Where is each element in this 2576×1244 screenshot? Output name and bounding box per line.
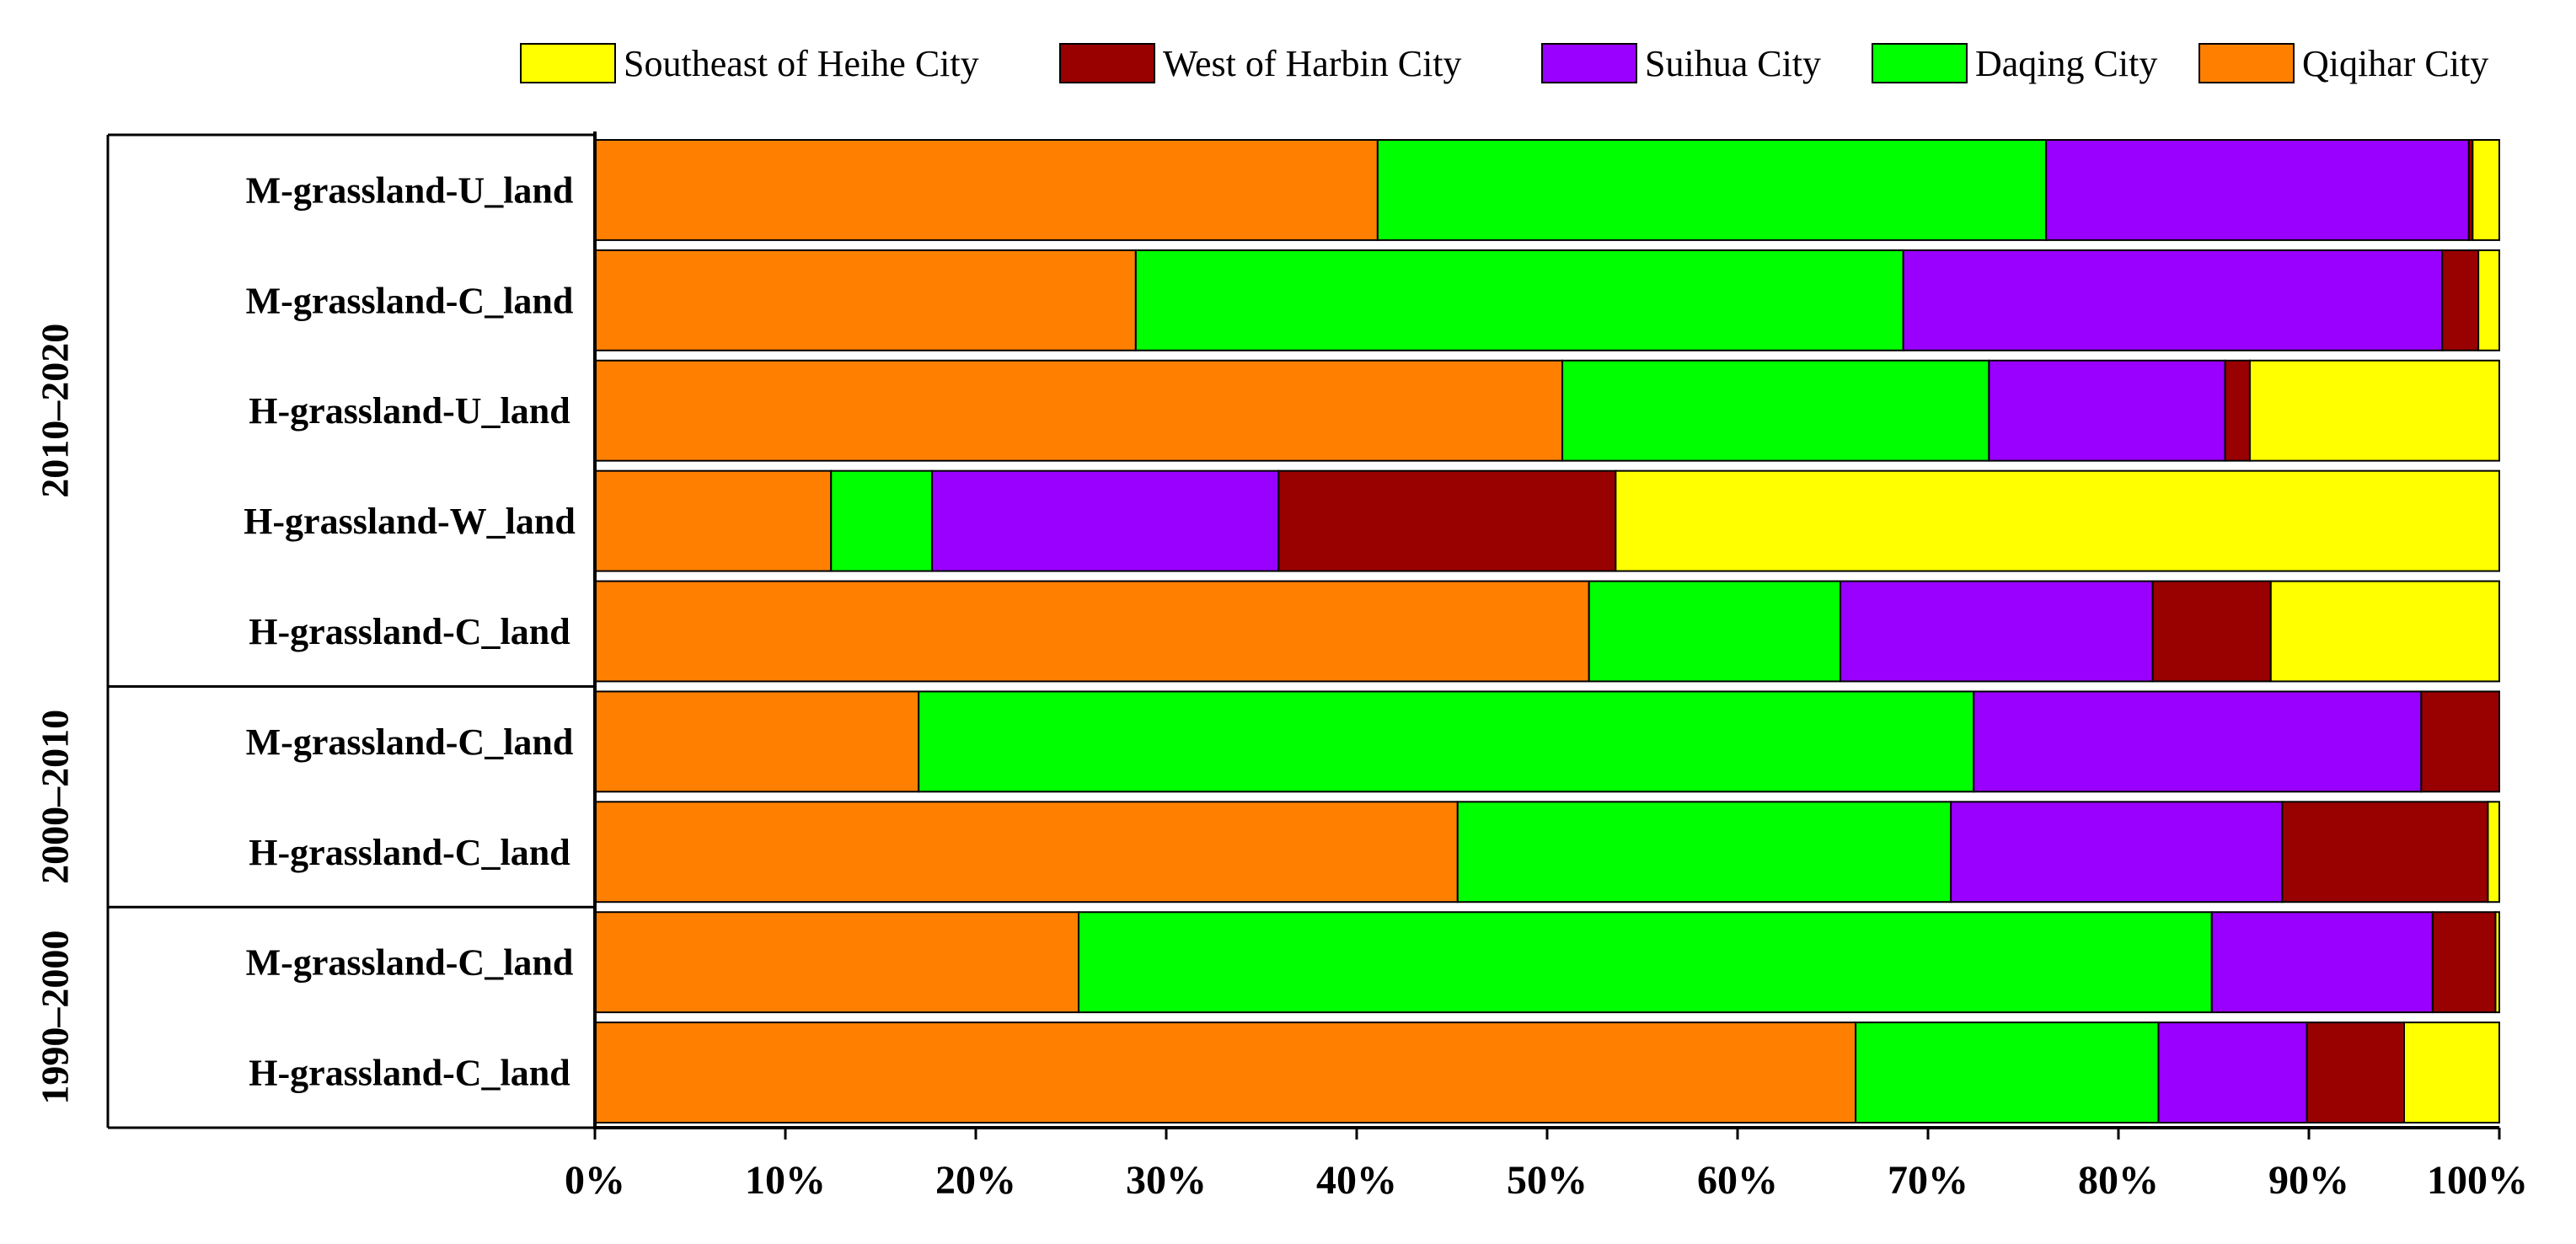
bar-suihua-city-row-0 bbox=[2045, 139, 2470, 241]
x-tick-label-6: 60% bbox=[1697, 1158, 1778, 1203]
bar-southeast-of-heihe-city-row-4 bbox=[2269, 580, 2501, 683]
bar-southeast-of-heihe-city-row-7 bbox=[2494, 911, 2500, 1014]
bar-southeast-of-heihe-city-row-0 bbox=[2472, 139, 2501, 241]
bar-qiqihar-city-row-8 bbox=[594, 1021, 1857, 1123]
bar-daqing-city-row-6 bbox=[1456, 801, 1952, 904]
bar-daqing-city-row-1 bbox=[1134, 249, 1904, 351]
bar-southeast-of-heihe-city-row-3 bbox=[1615, 469, 2500, 572]
bar-daqing-city-row-3 bbox=[830, 469, 934, 572]
x-tick-label-8: 80% bbox=[2078, 1158, 2159, 1203]
x-tick-label-9: 90% bbox=[2268, 1158, 2349, 1203]
bar-daqing-city-row-8 bbox=[1855, 1021, 2160, 1123]
legend-swatch-west-of-harbin-city bbox=[1059, 43, 1155, 83]
bar-daqing-city-row-2 bbox=[1561, 359, 1990, 462]
period-label-0: 2010–2020 bbox=[34, 324, 77, 498]
category-label-8: H-grassland-C_land bbox=[249, 1053, 570, 1094]
x-tick-label-4: 40% bbox=[1316, 1158, 1397, 1203]
legend-label-daqing-city: Daqing City bbox=[1975, 43, 2157, 84]
legend-swatch-daqing-city bbox=[1872, 43, 1968, 83]
bars bbox=[594, 139, 2501, 1123]
bar-daqing-city-row-7 bbox=[1078, 911, 2213, 1014]
x-tick-label-1: 10% bbox=[745, 1158, 826, 1203]
bar-qiqihar-city-row-1 bbox=[594, 249, 1137, 351]
bar-suihua-city-row-2 bbox=[1988, 359, 2226, 462]
bar-west-of-harbin-city-row-5 bbox=[2420, 690, 2501, 793]
category-label-5: M-grassland-C_land bbox=[246, 721, 574, 763]
category-label-6: H-grassland-C_land bbox=[249, 832, 570, 873]
bar-southeast-of-heihe-city-row-6 bbox=[2487, 801, 2500, 904]
legend-label-southeast-of-heihe-city: Southeast of Heihe City bbox=[624, 43, 979, 84]
x-tick-label-0: 0% bbox=[565, 1158, 625, 1203]
bar-qiqihar-city-row-4 bbox=[594, 580, 1590, 683]
legend-label-suihua-city: Suihua City bbox=[1645, 43, 1821, 84]
category-labels: M-grassland-U_land M-grassland-C_land H-gr… bbox=[244, 169, 576, 1093]
x-tick-label-7: 70% bbox=[1888, 1158, 1968, 1203]
category-label-4: H-grassland-C_land bbox=[249, 611, 570, 652]
bar-southeast-of-heihe-city-row-2 bbox=[2248, 359, 2500, 462]
period-labels: 2010–2020 2000–2010 1990–2000 bbox=[34, 133, 595, 1129]
bar-west-of-harbin-city-row-1 bbox=[2441, 249, 2480, 351]
bar-west-of-harbin-city-row-4 bbox=[2151, 580, 2272, 683]
bar-daqing-city-row-5 bbox=[918, 690, 1975, 793]
x-axis-ticks: 0% 10% 20% 30% 40% 50% 60% 70% 80% 90% 100% bbox=[565, 1128, 2528, 1203]
bar-qiqihar-city-row-0 bbox=[594, 139, 1379, 241]
category-label-3: H-grassland-W_land bbox=[244, 501, 576, 542]
category-label-1: M-grassland-C_land bbox=[246, 280, 574, 321]
legend: Southeast of Heihe City West of Harbin Ci… bbox=[520, 43, 2488, 84]
x-tick-label-5: 50% bbox=[1507, 1158, 1588, 1203]
bar-suihua-city-row-6 bbox=[1950, 801, 2284, 904]
x-tick-label-10: 100% bbox=[2427, 1158, 2528, 1203]
legend-swatch-suihua-city bbox=[1541, 43, 1637, 83]
legend-label-west-of-harbin-city: West of Harbin City bbox=[1163, 43, 1462, 84]
x-tick-label-3: 30% bbox=[1126, 1158, 1207, 1203]
bar-southeast-of-heihe-city-row-1 bbox=[2477, 249, 2500, 351]
bar-suihua-city-row-5 bbox=[1973, 690, 2423, 793]
x-tick-label-2: 20% bbox=[935, 1158, 1016, 1203]
bar-west-of-harbin-city-row-7 bbox=[2431, 911, 2497, 1014]
bar-daqing-city-row-0 bbox=[1376, 139, 2048, 241]
period-label-2: 1990–2000 bbox=[34, 930, 77, 1105]
bar-daqing-city-row-4 bbox=[1588, 580, 1842, 683]
legend-label-qiqihar-city: Qiqihar City bbox=[2302, 43, 2488, 84]
category-label-2: H-grassland-U_land bbox=[249, 390, 570, 432]
bar-qiqihar-city-row-2 bbox=[594, 359, 1564, 462]
bar-qiqihar-city-row-5 bbox=[594, 690, 920, 793]
bar-suihua-city-row-4 bbox=[1840, 580, 2154, 683]
period-label-1: 2000–2010 bbox=[34, 710, 77, 884]
bar-west-of-harbin-city-row-8 bbox=[2306, 1021, 2405, 1123]
bar-qiqihar-city-row-3 bbox=[594, 469, 833, 572]
category-label-0: M-grassland-U_land bbox=[246, 169, 574, 211]
bar-suihua-city-row-3 bbox=[931, 469, 1280, 572]
bar-suihua-city-row-7 bbox=[2210, 911, 2434, 1014]
legend-swatch-southeast-of-heihe-city bbox=[520, 43, 616, 83]
bar-suihua-city-row-1 bbox=[1902, 249, 2444, 351]
bar-southeast-of-heihe-city-row-8 bbox=[2403, 1021, 2500, 1123]
bar-qiqihar-city-row-6 bbox=[594, 801, 1459, 904]
category-label-7: M-grassland-C_land bbox=[246, 942, 574, 984]
bar-west-of-harbin-city-row-3 bbox=[1277, 469, 1617, 572]
bar-suihua-city-row-8 bbox=[2157, 1021, 2308, 1123]
bar-west-of-harbin-city-row-2 bbox=[2224, 359, 2251, 462]
bar-qiqihar-city-row-7 bbox=[594, 911, 1080, 1014]
bar-west-of-harbin-city-row-6 bbox=[2281, 801, 2489, 904]
legend-swatch-qiqihar-city bbox=[2198, 43, 2295, 83]
